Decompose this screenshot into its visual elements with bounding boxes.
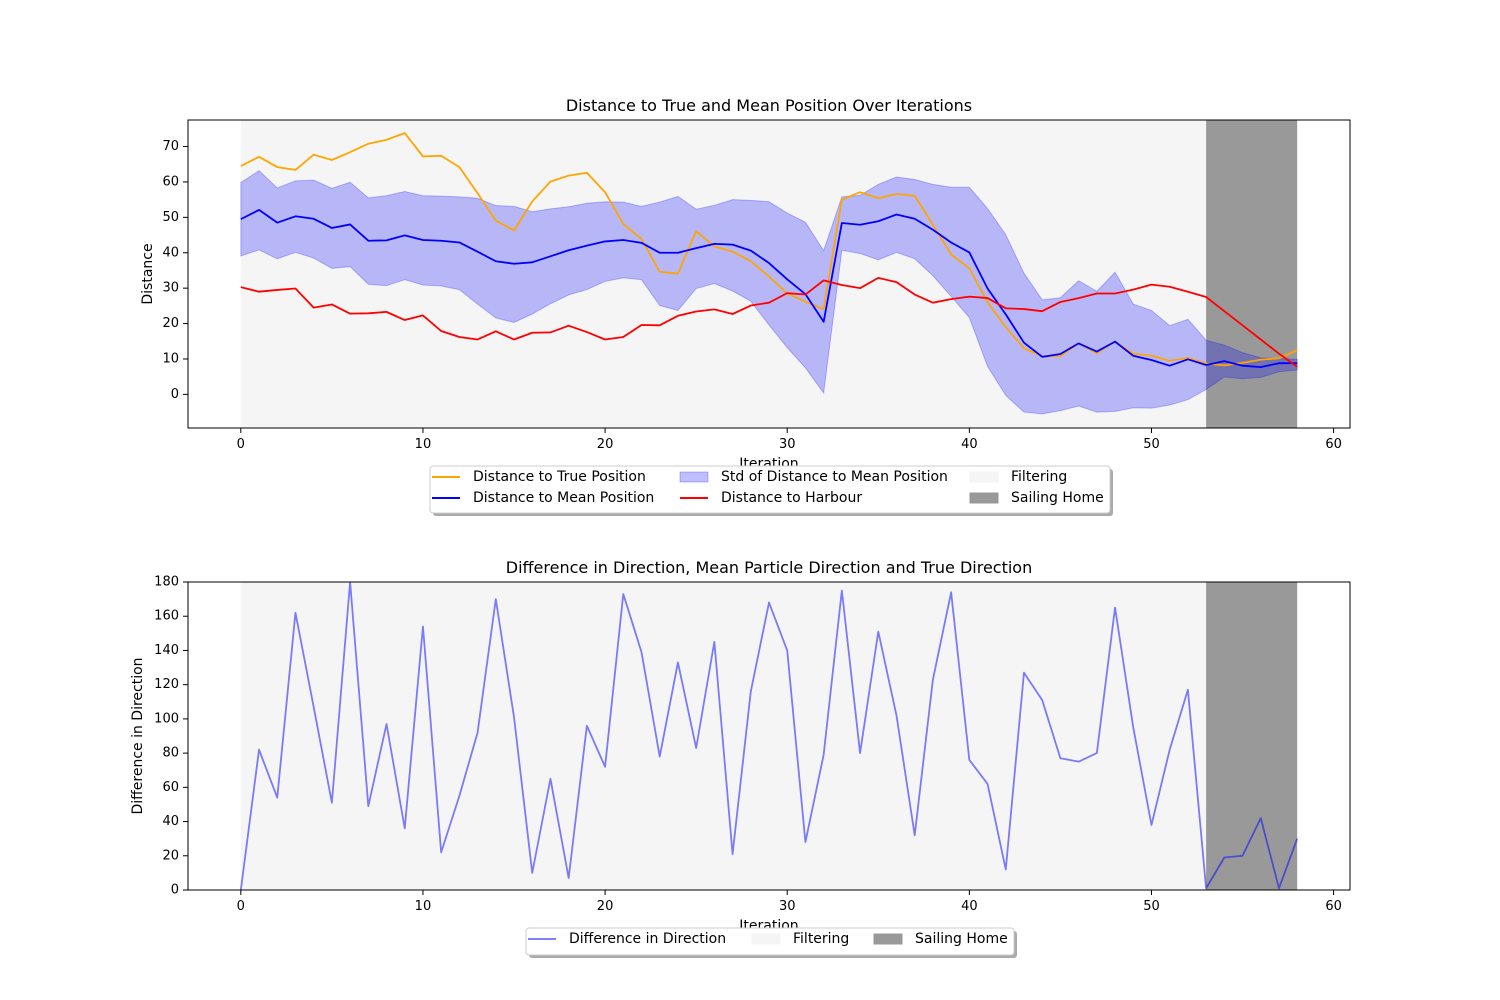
y-tick-label: 100 (154, 711, 179, 726)
plot-area (239, 582, 1299, 890)
y-tick-label: 30 (162, 281, 179, 296)
y-tick-label: 20 (162, 848, 179, 863)
y-tick-label: 40 (162, 814, 179, 829)
x-tick-label: 50 (1143, 899, 1160, 914)
chart-title: Distance to True and Mean Position Over … (566, 96, 972, 115)
legend-label: Difference in Direction (569, 931, 726, 947)
plot-frame (187, 119, 1351, 429)
x-tick-label: 10 (415, 899, 432, 914)
plot-frame (187, 581, 1351, 891)
span-filtering (240, 120, 1207, 428)
y-tick-label: 80 (162, 746, 179, 761)
legend-label: Sailing Home (915, 931, 1008, 947)
y-tick-label: 180 (154, 575, 179, 590)
series-line-distance-to-harbour (240, 276, 1298, 368)
y-tick-label: 0 (171, 883, 179, 898)
y-tick-label: 140 (154, 643, 179, 658)
x-tick-label: 50 (1143, 437, 1160, 452)
direction-chart: 0 10 20 30 40 50 60 0 20 40 60 80 100 120 140 160 180 Dif… (130, 558, 1351, 958)
legend-label: Filtering (793, 931, 849, 947)
legend: Distance to True Position Distance to Mea… (429, 465, 1113, 516)
legend-label: Distance to True Position (473, 469, 646, 485)
legend-label: Std of Distance to Mean Position (721, 469, 948, 485)
y-tick-label: 70 (162, 139, 179, 154)
y-tick-label: 40 (162, 245, 179, 260)
x-tick-label: 20 (597, 899, 614, 914)
y-tick-label: 0 (171, 387, 179, 402)
x-tick-label: 40 (961, 437, 978, 452)
span-sailing-home (1206, 120, 1298, 428)
y-tick-label: 60 (162, 780, 179, 795)
y-axis-label: Distance (140, 243, 156, 304)
distance-chart: 0 10 20 30 40 50 60 0 10 20 30 40 50 60 70 Distance to … (140, 96, 1351, 516)
y-tick-label: 50 (162, 210, 179, 225)
legend: Difference in Direction Filtering Sailing … (525, 927, 1017, 958)
legend-label: Filtering (1011, 469, 1067, 485)
x-tick-label: 0 (237, 437, 245, 452)
legend-swatch (751, 933, 781, 945)
y-tick-label: 60 (162, 174, 179, 189)
series-line-difference-in-direction (239, 582, 1299, 890)
legend-box (429, 465, 1111, 514)
x-tick-label: 60 (1325, 437, 1342, 452)
x-tick-label: 60 (1325, 899, 1342, 914)
legend-label: Sailing Home (1011, 490, 1104, 506)
legend-swatch (969, 492, 999, 504)
legend-label: Distance to Mean Position (473, 490, 654, 506)
x-tick-label: 0 (237, 899, 245, 914)
x-tick-label: 30 (779, 437, 796, 452)
y-tick-label: 160 (154, 609, 179, 624)
plot-area (240, 120, 1298, 428)
y-tick-label: 10 (162, 351, 179, 366)
chart-title: Difference in Direction, Mean Particle D… (506, 558, 1032, 577)
y-axis-label: Difference in Direction (130, 657, 146, 814)
legend-swatch (873, 933, 903, 945)
x-tick-label: 10 (415, 437, 432, 452)
x-tick-label: 30 (779, 899, 796, 914)
y-tick-label: 20 (162, 316, 179, 331)
x-tick-label: 20 (597, 437, 614, 452)
span-filtering (240, 582, 1207, 890)
x-tick-label: 40 (961, 899, 978, 914)
legend-label: Distance to Harbour (721, 490, 862, 506)
legend-swatch (679, 471, 709, 483)
series-line-distance-to-mean-position (240, 209, 1298, 369)
span-sailing-home (1206, 582, 1298, 890)
legend-swatch (969, 471, 999, 483)
y-tick-label: 120 (154, 677, 179, 692)
